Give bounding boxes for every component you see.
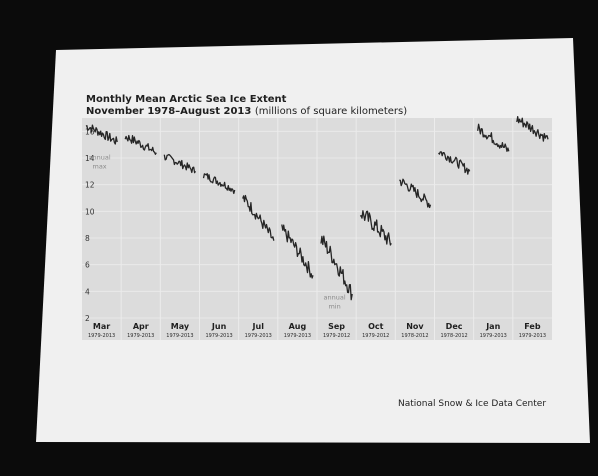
month-label-nov: Nov bbox=[406, 322, 424, 331]
month-label-dec: Dec bbox=[446, 322, 463, 331]
chart-title: Monthly Mean Arctic Sea Ice Extent bbox=[86, 94, 287, 105]
y-tick-label: 4 bbox=[85, 287, 90, 296]
subtitle-date-range: November 1978–August 2013 bbox=[86, 106, 252, 117]
year-range-label-mar: 1979-2013 bbox=[88, 333, 115, 339]
y-tick-label: 14 bbox=[85, 154, 95, 163]
y-tick-label: 12 bbox=[85, 181, 95, 190]
annotation-min-sep: min bbox=[328, 303, 340, 311]
month-label-aug: Aug bbox=[289, 322, 307, 331]
series-line-feb bbox=[516, 116, 549, 142]
series-line-jun bbox=[202, 172, 236, 195]
year-range-label-jun: 1979-2013 bbox=[205, 333, 232, 339]
series-line-oct bbox=[359, 210, 392, 246]
series-line-apr bbox=[124, 134, 157, 155]
series-lines bbox=[85, 116, 549, 301]
gridlines bbox=[82, 118, 552, 340]
month-label-jul: Jul bbox=[252, 322, 265, 331]
year-range-label-jan: 1979-2013 bbox=[480, 333, 507, 339]
series-line-aug bbox=[281, 224, 314, 279]
month-label-oct: Oct bbox=[368, 322, 384, 331]
month-label-jun: Jun bbox=[211, 322, 227, 331]
chart-subtitle: November 1978–August 2013 (millions of s… bbox=[86, 106, 407, 117]
month-label-mar: Mar bbox=[93, 322, 110, 331]
year-range-label-sep: 1979-2012 bbox=[323, 333, 350, 339]
y-axis-ticks: 2 4 6 8 10 12 14 16 bbox=[85, 127, 95, 323]
series-line-sep bbox=[320, 235, 353, 301]
month-label-apr: Apr bbox=[133, 322, 149, 331]
subtitle-units: (millions of square kilometers) bbox=[254, 106, 408, 117]
year-range-label-nov: 1978-2012 bbox=[401, 333, 428, 339]
y-tick-label: 2 bbox=[85, 314, 90, 323]
annotation-annual-sep: annual bbox=[324, 293, 346, 301]
series-line-jul bbox=[242, 194, 275, 241]
y-tick-label: 8 bbox=[85, 234, 90, 243]
month-label-may: May bbox=[171, 322, 190, 331]
year-range-label-oct: 1979-2012 bbox=[362, 333, 389, 339]
year-range-label-feb: 1979-2013 bbox=[519, 333, 546, 339]
year-range-label-jul: 1979-2013 bbox=[245, 333, 272, 339]
series-line-jan bbox=[477, 123, 510, 152]
source-credit: National Snow & Ice Data Center bbox=[398, 399, 547, 409]
series-line-dec bbox=[438, 151, 471, 175]
year-range-label-dec: 1978-2012 bbox=[440, 333, 467, 339]
year-range-label-may: 1979-2013 bbox=[166, 333, 193, 339]
x-axis-labels: Mar 1979-2013 Apr 1979-2013 May 1979-2013 Jun 1… bbox=[88, 322, 546, 339]
month-label-feb: Feb bbox=[524, 322, 541, 331]
annotations: annual max annual min bbox=[89, 153, 346, 310]
annotation-max-mar: max bbox=[92, 163, 106, 171]
month-label-jan: Jan bbox=[485, 322, 500, 331]
y-tick-label: 10 bbox=[85, 207, 95, 216]
year-range-label-apr: 1979-2013 bbox=[127, 333, 154, 339]
annotation-annual-mar: annual bbox=[89, 153, 111, 161]
y-tick-label: 6 bbox=[85, 261, 90, 270]
year-range-label-aug: 1979-2013 bbox=[284, 333, 311, 339]
y-tick-label: 16 bbox=[85, 127, 95, 136]
series-line-may bbox=[163, 153, 197, 174]
series-line-mar bbox=[85, 124, 118, 145]
month-label-sep: Sep bbox=[328, 322, 345, 331]
series-line-nov bbox=[399, 178, 432, 209]
